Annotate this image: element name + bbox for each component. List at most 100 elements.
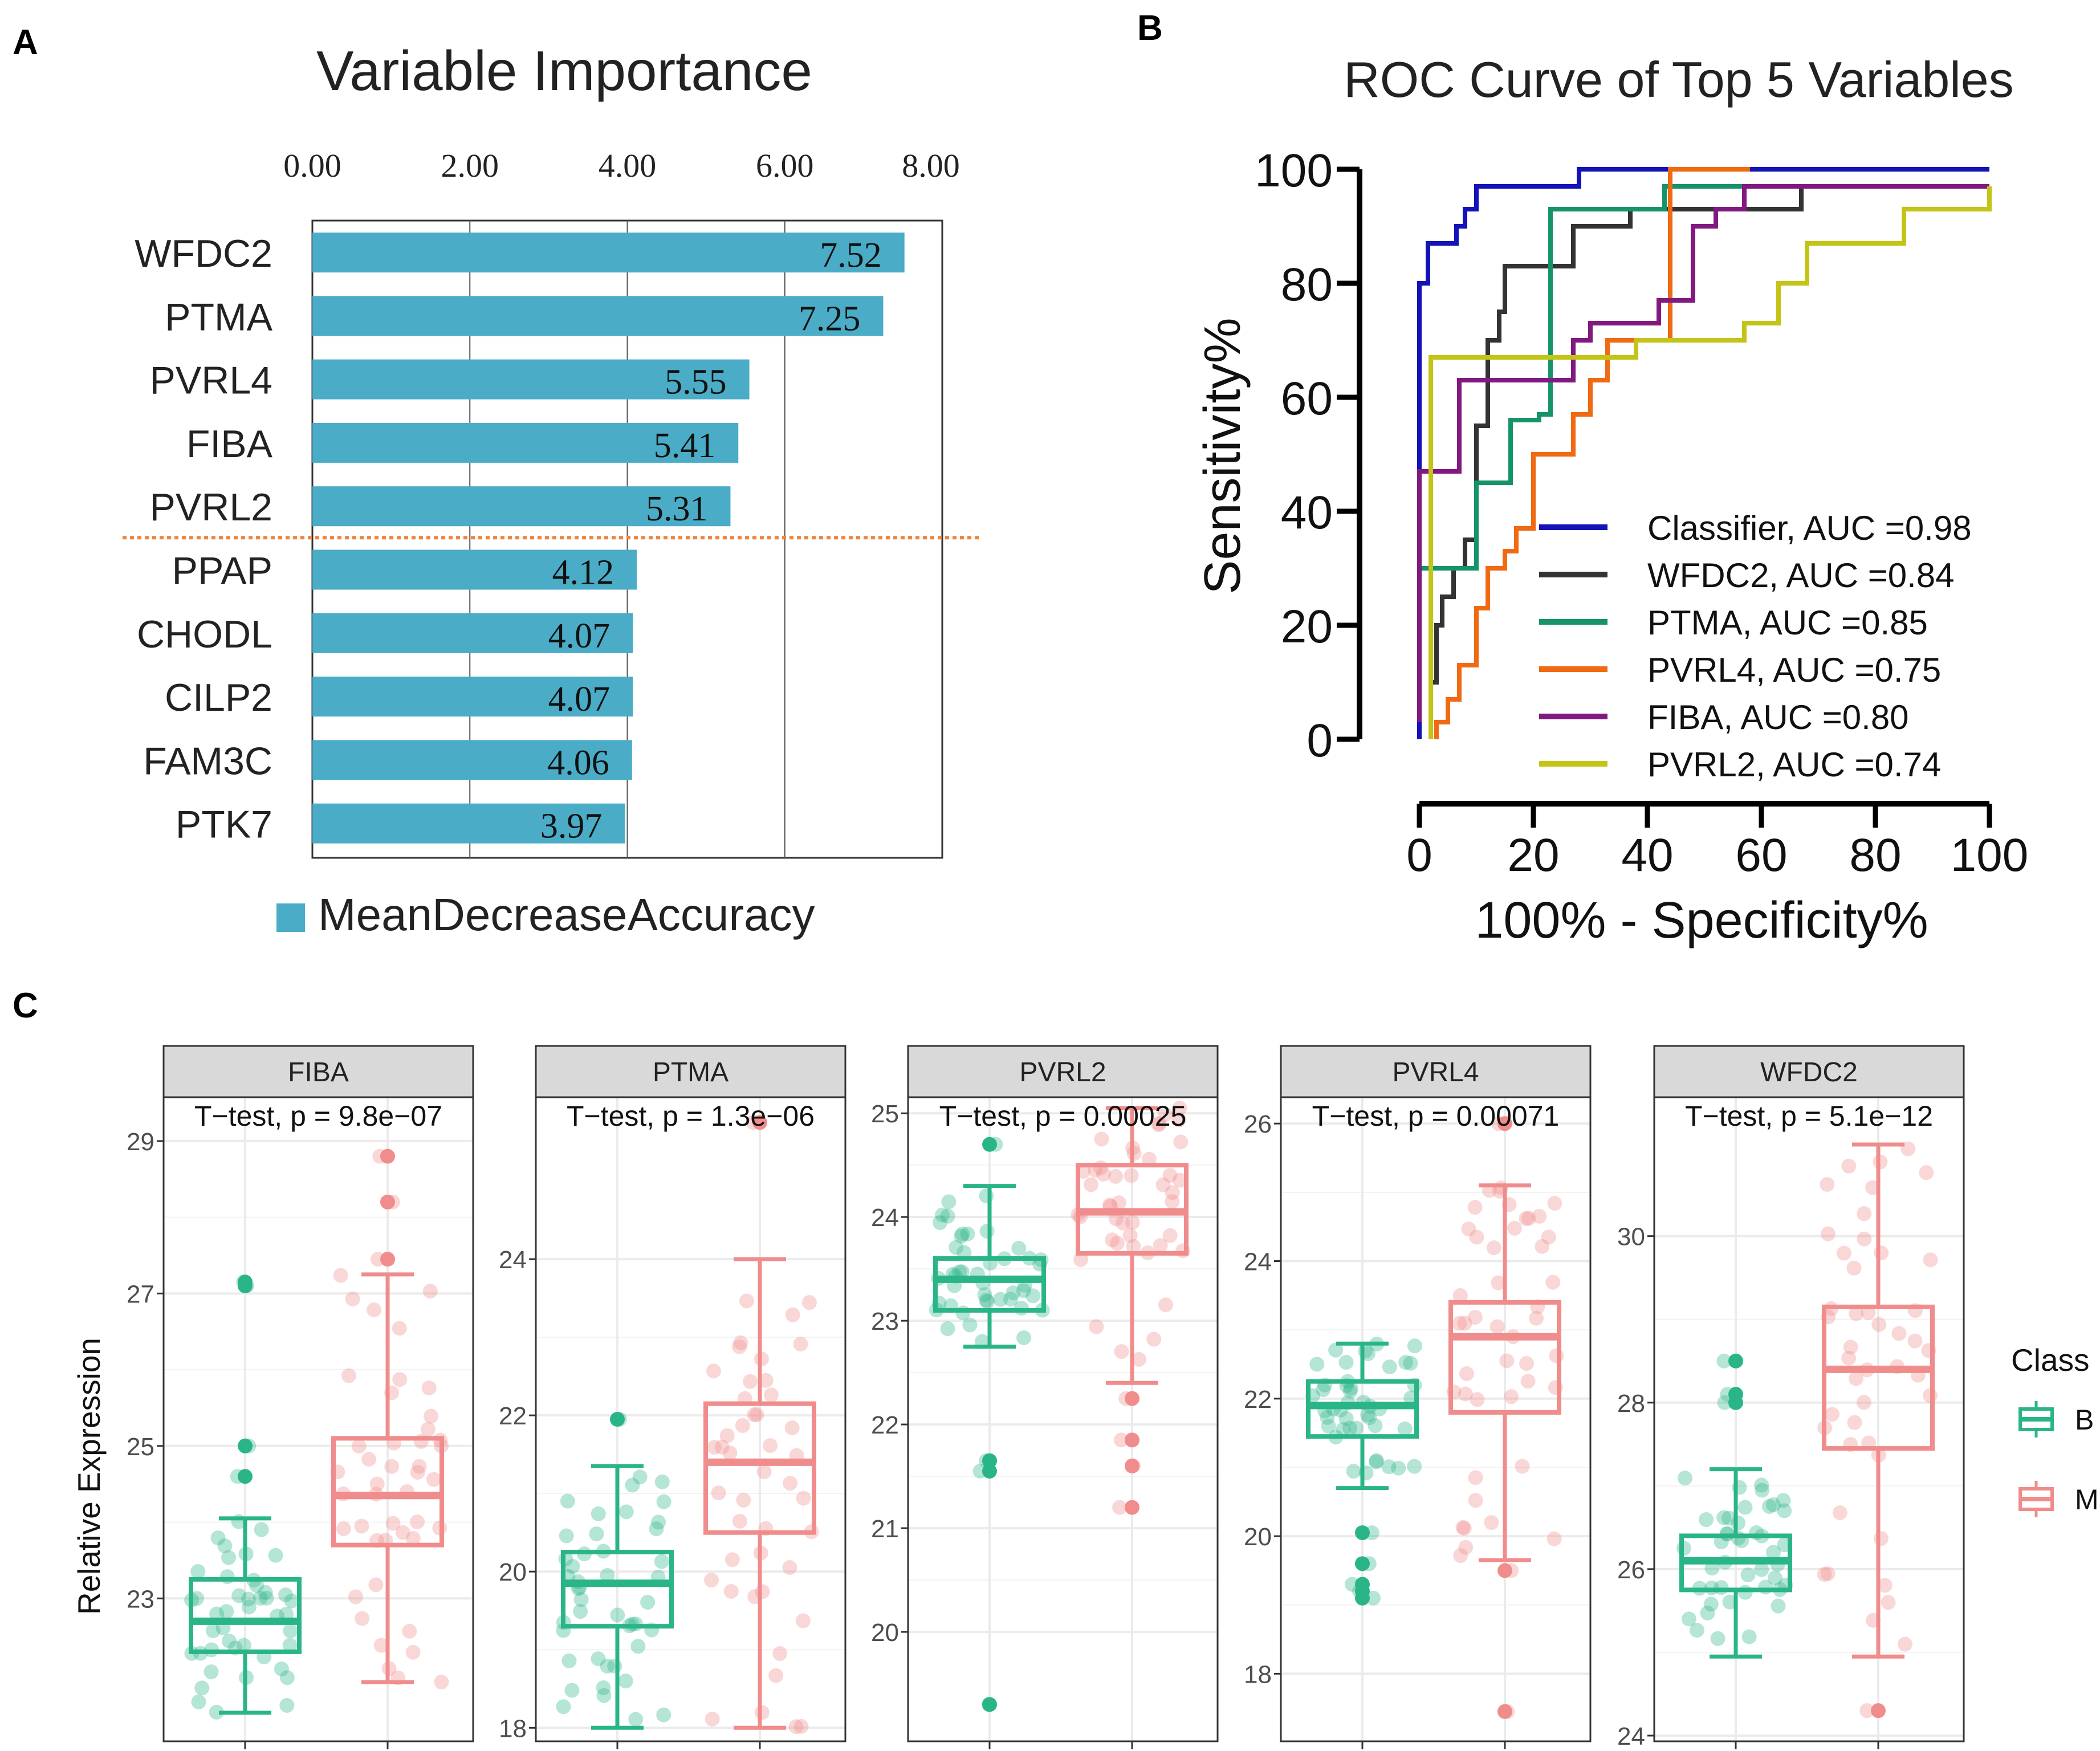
boxplot-panel-ptma: PTMA 18 20 22 24 T−test, p = 1.3e−06 <box>499 1045 846 1749</box>
jitter-point <box>1754 1562 1769 1577</box>
jitter-point <box>1699 1512 1714 1528</box>
jitter-point <box>1922 1388 1938 1403</box>
importance-value-label: 5.31 <box>646 490 708 528</box>
importance-x-tick-label: 6.00 <box>756 147 814 184</box>
jitter-point <box>1458 1540 1474 1555</box>
jitter-point <box>1721 1510 1737 1526</box>
roc-x-axis-title: 100% - Specificity% <box>1475 892 1928 949</box>
jitter-point <box>1407 1338 1422 1354</box>
jitter-point <box>372 1149 388 1164</box>
jitter-point <box>732 1339 747 1354</box>
jitter-point <box>1125 1215 1140 1230</box>
panel-c: C Relative Expression FIBA 23 25 27 29 T−test… <box>13 986 2099 1750</box>
jitter-point <box>955 1226 970 1241</box>
boxplot-panel-pvrl2: PVRL2 20 21 22 23 24 25 T−test, p = 0.00025 <box>871 1045 1219 1749</box>
jitter-point <box>1006 1285 1021 1301</box>
outlier-point <box>1728 1395 1743 1410</box>
roc-x-tick-label: 20 <box>1507 829 1559 881</box>
importance-value-label: 3.97 <box>540 807 603 846</box>
roc-y-axis-title: Sensitivity% <box>1194 317 1251 594</box>
jitter-point <box>341 1368 356 1383</box>
jitter-point <box>607 1659 622 1674</box>
importance-value-label: 7.25 <box>799 299 861 338</box>
jitter-point <box>785 1307 800 1322</box>
jitter-point <box>707 1440 722 1455</box>
jitter-point <box>367 1302 382 1318</box>
jitter-point <box>268 1548 283 1563</box>
jitter-point <box>1776 1493 1791 1508</box>
legend-label: M <box>2075 1484 2099 1516</box>
jitter-point <box>723 1583 739 1599</box>
jitter-point <box>573 1604 588 1619</box>
y-tick-label: 29 <box>127 1128 154 1156</box>
jitter-point <box>217 1538 233 1554</box>
jitter-point <box>283 1623 298 1639</box>
jitter-point <box>600 1659 615 1674</box>
jitter-point <box>704 1573 719 1588</box>
outlier-point <box>380 1194 395 1210</box>
jitter-point <box>1841 1350 1857 1366</box>
jitter-point <box>754 1705 770 1720</box>
jitter-point <box>1737 1500 1753 1515</box>
jitter-point <box>979 1293 994 1308</box>
jitter-point <box>1820 1176 1835 1192</box>
roc-y-tick-label: 20 <box>1281 601 1333 653</box>
jitter-point <box>980 1294 995 1309</box>
jitter-point <box>1158 1107 1173 1122</box>
y-tick-label: 25 <box>871 1100 899 1128</box>
jitter-point <box>1089 1319 1104 1334</box>
jitter-point <box>278 1587 294 1603</box>
jitter-point <box>1452 1288 1468 1303</box>
panel-label-b: B <box>1137 9 1163 48</box>
importance-category-label: FAM3C <box>143 739 272 783</box>
jitter-point <box>1907 1333 1923 1349</box>
pvalue-annotation: T−test, p = 1.3e−06 <box>567 1100 815 1132</box>
jitter-point <box>241 1438 257 1453</box>
y-tick-label: 22 <box>499 1402 527 1430</box>
jitter-point <box>1158 1297 1173 1313</box>
jitter-point <box>1116 1215 1131 1231</box>
roc-x-tick-label: 60 <box>1735 829 1787 881</box>
jitter-point <box>962 1317 978 1333</box>
roc-curve <box>1417 184 1989 722</box>
importance-bar <box>312 486 731 527</box>
panel-frame <box>907 1096 1219 1742</box>
jitter-point <box>1722 1594 1737 1610</box>
jitter-point <box>1891 1326 1907 1341</box>
legend-label: B <box>2075 1404 2094 1436</box>
jitter-point <box>1321 1419 1336 1434</box>
jitter-point <box>1011 1240 1027 1256</box>
roc-curve <box>1434 167 1750 739</box>
jitter-point <box>640 1594 656 1610</box>
jitter-point <box>1403 1355 1418 1371</box>
jitter-point <box>1777 1503 1792 1518</box>
jitter-point <box>354 1518 369 1534</box>
outlier-point <box>1728 1353 1743 1369</box>
jitter-point <box>1455 1520 1471 1535</box>
roc-x-tick-label: 40 <box>1621 829 1673 881</box>
facet-strip-label: FIBA <box>288 1057 349 1088</box>
jitter-point <box>793 1719 809 1734</box>
jitter-point <box>960 1226 975 1241</box>
jitter-point <box>1766 1545 1781 1560</box>
jitter-point <box>1364 1525 1379 1541</box>
importance-category-label: PTK7 <box>176 803 272 846</box>
jitter-point <box>1877 1578 1893 1593</box>
jitter-point <box>1016 1330 1032 1346</box>
jitter-point <box>1391 1460 1406 1476</box>
jitter-point <box>368 1577 384 1593</box>
jitter-point <box>1532 1208 1547 1224</box>
panel-frame <box>1653 1096 1965 1742</box>
jitter-point <box>1716 1510 1732 1525</box>
roc-x-tick-label: 100 <box>1951 829 2029 881</box>
legend-swatch <box>276 903 305 932</box>
jitter-point <box>1871 1317 1887 1332</box>
importance-bar <box>312 677 633 717</box>
outlier-point <box>1497 1704 1512 1719</box>
jitter-point <box>370 1252 385 1267</box>
jitter-point <box>1453 1548 1468 1563</box>
importance-value-label: 5.41 <box>654 426 716 465</box>
jitter-point <box>1710 1631 1725 1646</box>
jitter-point <box>1758 1579 1773 1595</box>
jitter-point <box>222 1634 237 1649</box>
